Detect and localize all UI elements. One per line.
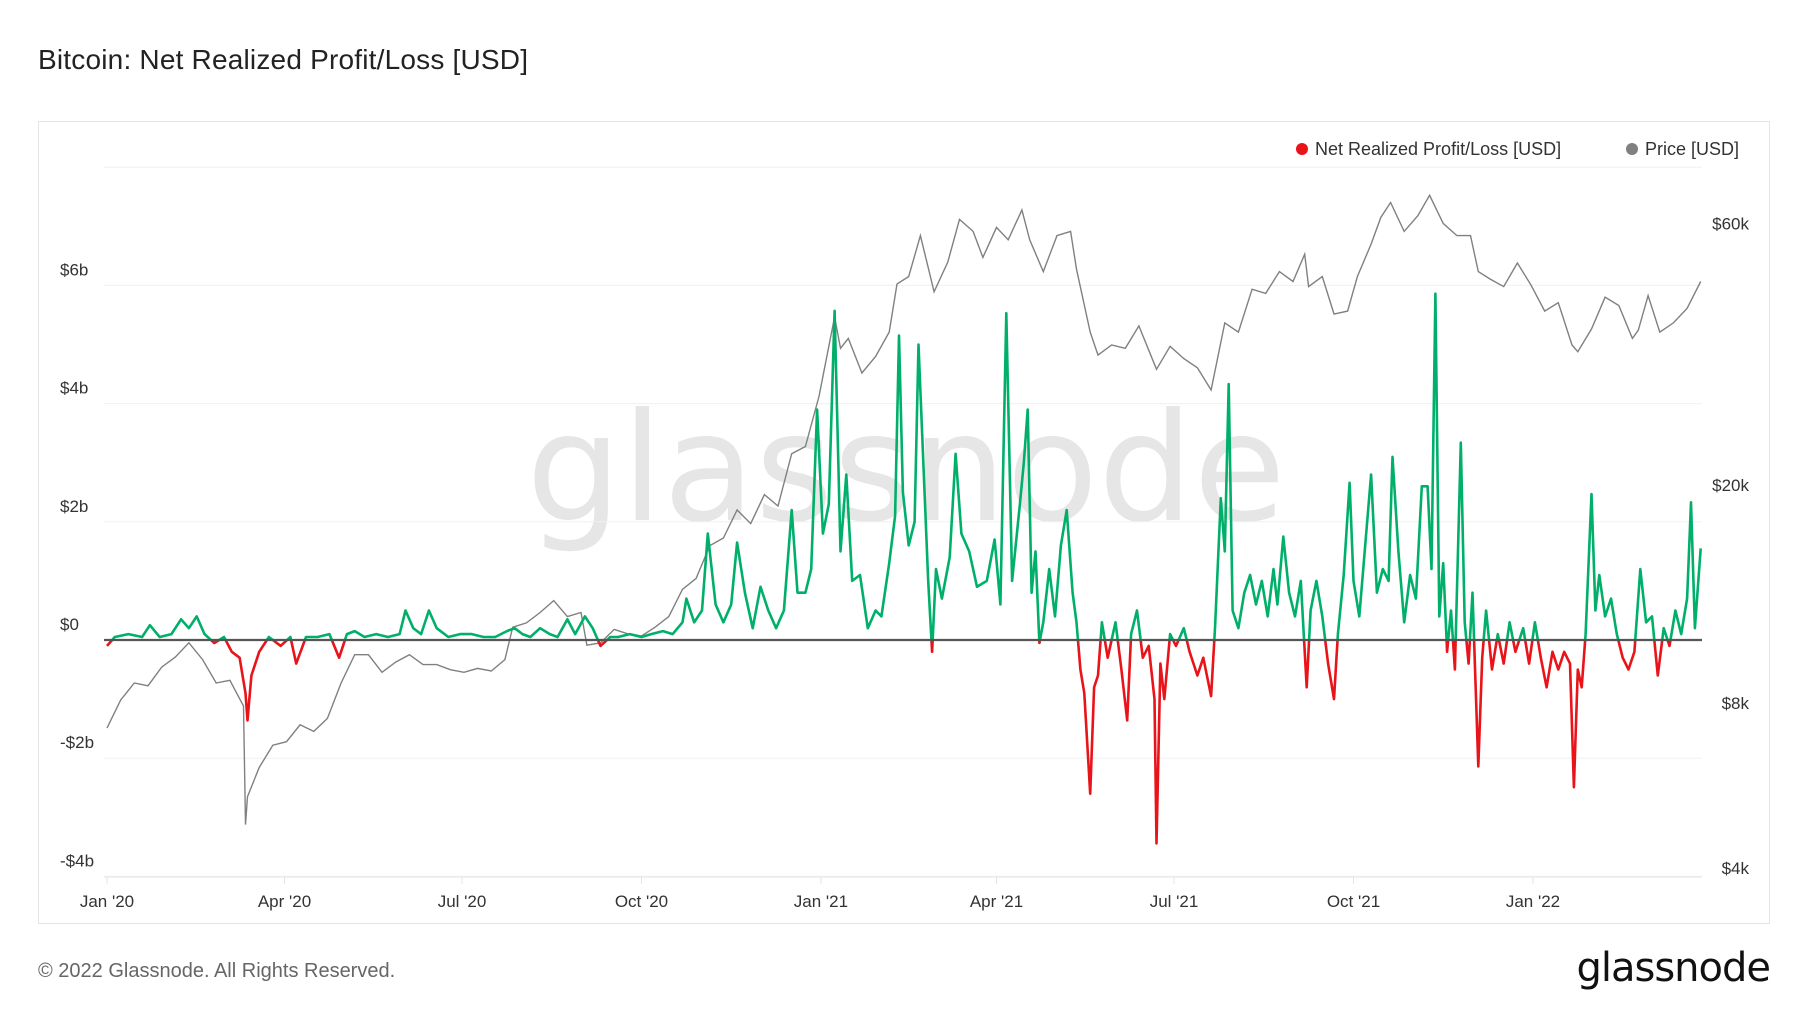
y-axis-left: $6b $4b $2b $0 -$2b -$4b <box>60 260 94 870</box>
y-right-tick-label: $60k <box>1712 214 1749 233</box>
y-left-tick-label: -$2b <box>60 733 94 752</box>
y-right-tick-label: $20k <box>1712 476 1749 495</box>
y-left-tick-label: -$4b <box>60 851 94 870</box>
y-right-tick-label: $8k <box>1722 694 1750 713</box>
legend-item-price[interactable]: Price [USD] <box>1626 139 1739 159</box>
x-tick-label: Jan '20 <box>80 892 134 911</box>
legend[interactable]: Net Realized Profit/Loss [USD] Price [US… <box>1296 139 1739 159</box>
legend-label-nrpl: Net Realized Profit/Loss [USD] <box>1315 139 1561 159</box>
nrpl-loss-line <box>106 640 1672 845</box>
series-group <box>104 193 1702 845</box>
x-tick-label: Jan '22 <box>1506 892 1560 911</box>
copyright: © 2022 Glassnode. All Rights Reserved. <box>38 960 396 982</box>
legend-label-price: Price [USD] <box>1645 139 1739 159</box>
x-tick-label: Oct '21 <box>1327 892 1380 911</box>
legend-item-nrpl[interactable]: Net Realized Profit/Loss [USD] <box>1296 139 1561 159</box>
glassnode-logo[interactable]: glassnode <box>1576 945 1771 991</box>
x-axis: Jan '20 Apr '20 Jul '20 Oct '20 Jan '21 Apr '… <box>80 877 1560 911</box>
nrpl-profit-line <box>110 292 1702 640</box>
legend-dot-price <box>1626 143 1638 155</box>
x-tick-label: Jul '21 <box>1150 892 1199 911</box>
x-tick-label: Jul '20 <box>438 892 487 911</box>
y-left-tick-label: $4b <box>60 379 88 398</box>
page-title: Bitcoin: Net Realized Profit/Loss [USD] <box>38 44 529 75</box>
x-tick-label: Jan '21 <box>794 892 848 911</box>
x-tick-label: Apr '20 <box>258 892 311 911</box>
y-left-tick-label: $0 <box>60 615 79 634</box>
legend-dot-nrpl <box>1296 143 1308 155</box>
y-left-tick-label: $2b <box>60 497 88 516</box>
y-axis-right: $60k $20k $8k $4k <box>1712 214 1749 878</box>
x-tick-label: Oct '20 <box>615 892 668 911</box>
y-right-tick-label: $4k <box>1722 859 1750 878</box>
price-line <box>106 193 1702 825</box>
y-left-tick-label: $6b <box>60 260 88 279</box>
x-tick-label: Apr '21 <box>970 892 1023 911</box>
chart-frame <box>38 121 1770 924</box>
